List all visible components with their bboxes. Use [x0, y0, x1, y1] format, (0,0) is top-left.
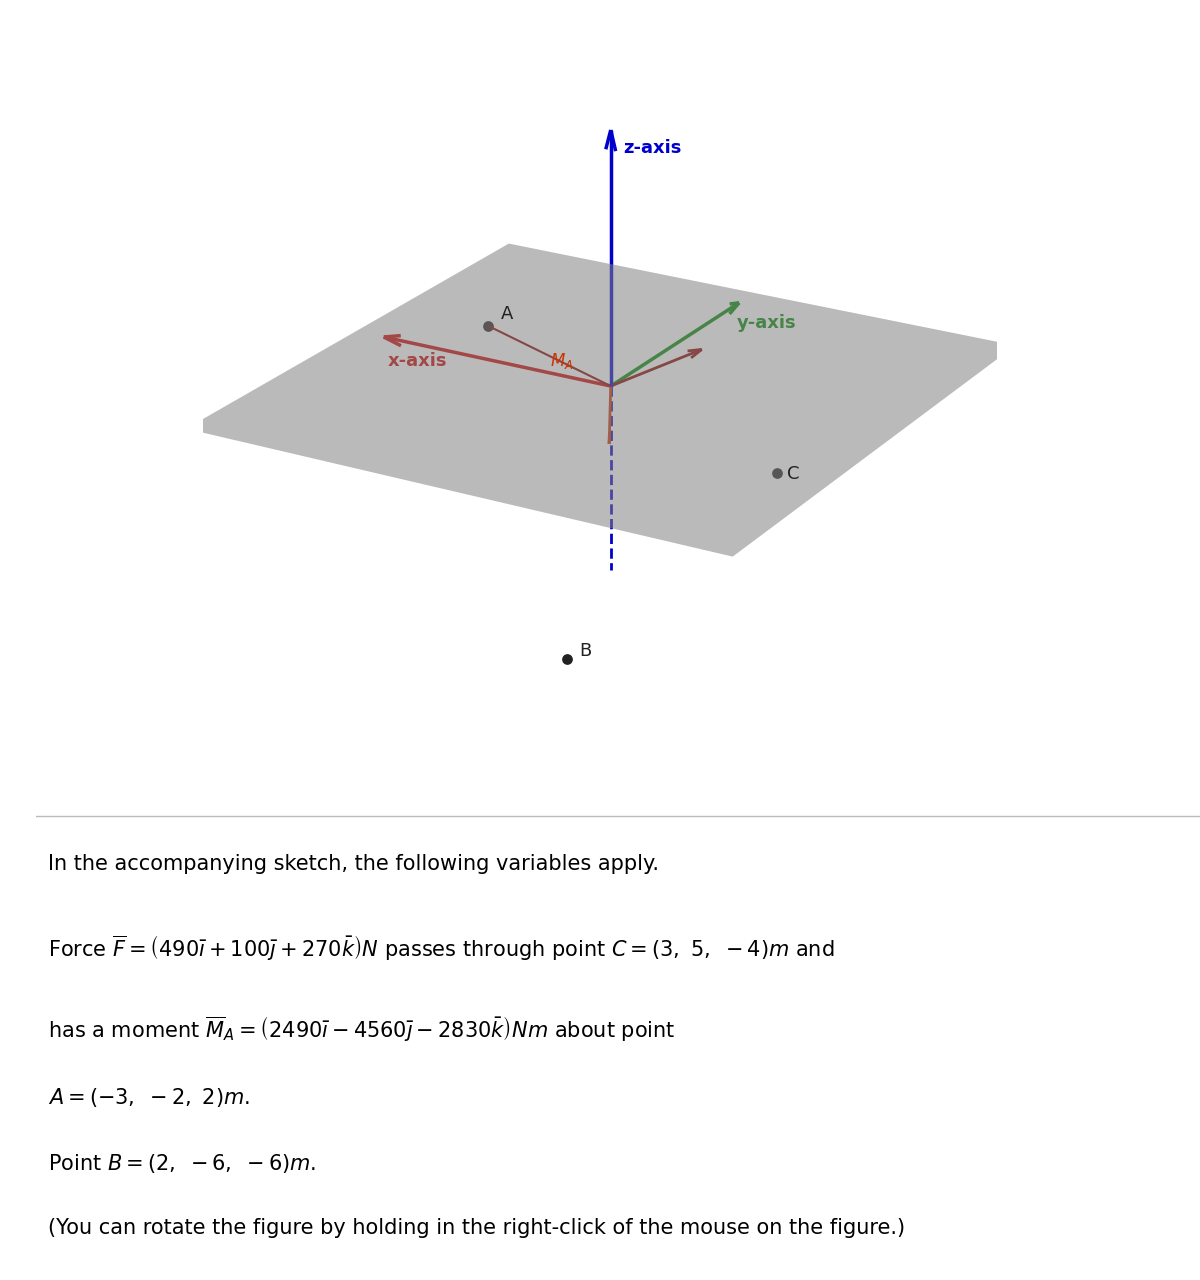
Text: In the accompanying sketch, the following variables apply.: In the accompanying sketch, the followin…	[48, 854, 659, 874]
Text: has a moment $\overline{M}_A = \left(2490\bar{\imath} - 4560\bar{\jmath} - 2830\: has a moment $\overline{M}_A = \left(249…	[48, 1015, 676, 1044]
Text: $A = \left(-3,\ -2,\ 2\right) m.$: $A = \left(-3,\ -2,\ 2\right) m.$	[48, 1085, 250, 1108]
Text: (You can rotate the figure by holding in the right-click of the mouse on the fig: (You can rotate the figure by holding in…	[48, 1219, 905, 1239]
Text: Point $B = \left(2,\ -6,\ -6\right) m.$: Point $B = \left(2,\ -6,\ -6\right) m.$	[48, 1152, 316, 1175]
Text: Force $\overline{F} = \left(490\bar{\imath} + 100\bar{\jmath} + 270\bar{k}\right: Force $\overline{F} = \left(490\bar{\ima…	[48, 934, 834, 964]
